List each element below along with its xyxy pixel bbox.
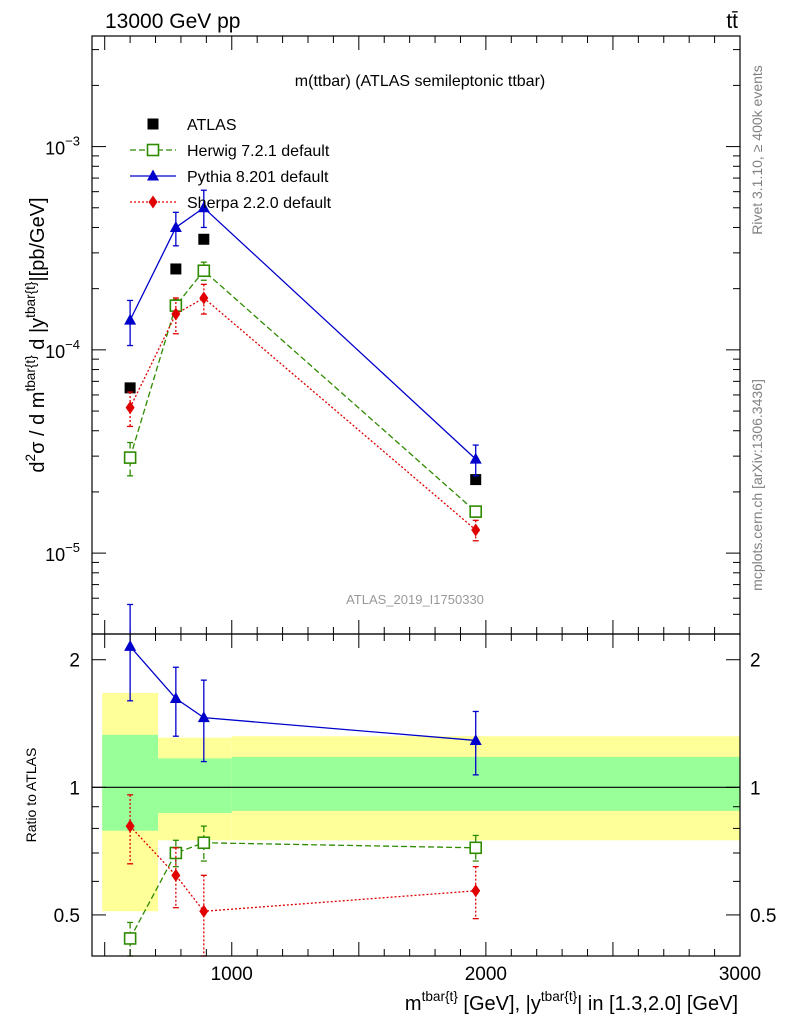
- x-tick-label: 3000: [719, 964, 761, 985]
- ratio-series-sherpa-2-2-0-default: [125, 794, 481, 957]
- uncertainty-band-inner: [102, 734, 159, 831]
- main-y-tick-label: 10−3: [45, 134, 80, 159]
- ratio-point: [169, 692, 182, 704]
- x-axis-label: mtbar{t}​ [GeV], |ytbar{t}​| in [1.3,2.0…: [405, 989, 738, 1015]
- legend: ATLAS Herwig 7.2.1 default Pythia 8.201 de…: [130, 117, 332, 212]
- ratio-point: [123, 932, 137, 945]
- x-tick-label: 1000: [211, 964, 253, 985]
- data-point: [199, 291, 209, 305]
- data-point: [124, 313, 137, 325]
- data-point: [469, 452, 482, 464]
- header-right-label: tt̄: [726, 10, 738, 33]
- data-point: [170, 263, 182, 275]
- axis-label-text: mtbar{t}​ [GeV], |ytbar{t}​| in [1.3,2.0…: [405, 989, 738, 1015]
- ratio-series-pythia-8-201-default: [124, 603, 482, 776]
- ratio-y-axis-label: Ratio to ATLAS: [23, 748, 39, 843]
- legend-item-atlas: ATLAS: [147, 117, 237, 134]
- ratio-point: [125, 819, 135, 833]
- series-line: [129, 297, 477, 531]
- ratio-point: [469, 841, 483, 855]
- legend-item-sherpa-2-2-0-default: Sherpa 2.2.0 default: [130, 195, 332, 212]
- ratio-point: [469, 733, 482, 745]
- ratio-y-tick-label-right: 1: [750, 778, 761, 799]
- data-point: [125, 401, 135, 415]
- ratio-line: [129, 825, 476, 912]
- rivet-side-label: Rivet 3.1.10, ≥ 400k events: [749, 65, 765, 235]
- data-point: [197, 201, 210, 213]
- x-tick-label: 2000: [465, 964, 507, 985]
- ratio-panel: 0.5 0.5 1 1 2 2 1000 2000 3000 Ratio to ATLAS: [23, 603, 776, 985]
- legend-label: Herwig 7.2.1 default: [187, 143, 330, 160]
- legend-marker: [147, 118, 159, 130]
- series-herwig-7-2-1-default: [123, 261, 483, 518]
- mcplots-side-label: mcplots.cern.ch [arXiv:1306.3436]: [749, 379, 765, 591]
- legend-label: ATLAS: [187, 117, 237, 134]
- main-y-axis-label: d2​σ / d mtbar{t}​ d |ytbar{t}​|[pb/GeV]: [23, 197, 49, 472]
- main-title: m(ttbar) (ATLAS semileptonic ttbar): [295, 73, 545, 90]
- legend-item-pythia-8-201-default: Pythia 8.201 default: [130, 169, 329, 186]
- header-left-label: 13000 GeV pp: [105, 10, 240, 33]
- legend-marker: [146, 143, 160, 157]
- ratio-y-tick-label: 1: [69, 778, 80, 799]
- ratio-frame: [91, 633, 741, 957]
- ratio-point: [471, 884, 481, 898]
- series-sherpa-2-2-0-default: [125, 283, 481, 542]
- ratio-point: [171, 868, 181, 882]
- ratio-y-tick-label: 2: [69, 651, 80, 672]
- ratio-y-tick-label-right: 0.5: [750, 906, 776, 927]
- data-point: [197, 264, 211, 278]
- legend-marker: [147, 169, 159, 181]
- ratio-y-tick-label: 0.5: [54, 906, 80, 927]
- series-line: [129, 206, 477, 460]
- ratio-point: [124, 639, 137, 651]
- main-y-tick-label: 10−4: [45, 337, 80, 362]
- series-line: [129, 269, 477, 513]
- data-point: [123, 451, 137, 464]
- ratio-line: [129, 645, 476, 742]
- data-point: [469, 505, 483, 518]
- legend-label: Sherpa 2.2.0 default: [187, 195, 332, 212]
- data-point: [171, 307, 181, 321]
- data-point: [169, 220, 182, 232]
- ratio-point: [197, 711, 210, 723]
- legend-marker: [148, 195, 158, 209]
- ratio-point: [197, 836, 211, 850]
- legend-label: Pythia 8.201 default: [187, 169, 329, 186]
- series-pythia-8-201-default: [124, 189, 482, 477]
- data-point: [124, 382, 136, 394]
- uncertainty-band-inner: [231, 756, 740, 811]
- ratio-y-tick-label-right: 2: [750, 651, 761, 672]
- watermark: ATLAS_2019_I1750330: [346, 592, 484, 607]
- data-point: [471, 523, 481, 537]
- ratio-line: [129, 842, 476, 939]
- main-y-tick-label: 10−5: [45, 540, 80, 565]
- data-point: [470, 474, 482, 486]
- series-atlas: [124, 233, 482, 486]
- uncertainty-band-inner: [158, 758, 232, 813]
- main-panel: m(ttbar) (ATLAS semileptonic ttbar) ATLA…: [45, 35, 741, 635]
- ratio-point: [199, 904, 209, 918]
- data-point: [198, 233, 210, 245]
- legend-item-herwig-7-2-1-default: Herwig 7.2.1 default: [130, 143, 330, 160]
- axis-label-text: d2​σ / d mtbar{t}​ d |ytbar{t}​|[pb/GeV]: [23, 197, 49, 472]
- ratio-series-herwig-7-2-1-default: [123, 825, 483, 957]
